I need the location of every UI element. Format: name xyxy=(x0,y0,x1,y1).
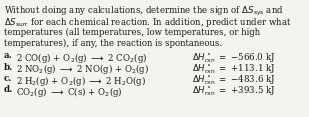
Text: a.: a. xyxy=(4,51,13,60)
Text: CO$_2$(g) $\longrightarrow$ C(s) + O$_2$(g): CO$_2$(g) $\longrightarrow$ C(s) + O$_2$… xyxy=(16,85,123,99)
Text: $\Delta H^\circ_{\mathrm{rxn}}$ $=$ +393.5 kJ: $\Delta H^\circ_{\mathrm{rxn}}$ $=$ +393… xyxy=(192,85,276,98)
Text: $\Delta H^\circ_{\mathrm{rxn}}$ $=$ +113.1 kJ: $\Delta H^\circ_{\mathrm{rxn}}$ $=$ +113… xyxy=(192,62,276,76)
Text: $\Delta H^\circ_{\mathrm{rxn}}$ $=$ $-$483.6 kJ: $\Delta H^\circ_{\mathrm{rxn}}$ $=$ $-$4… xyxy=(192,74,276,87)
Text: temperatures (all temperatures, low temperatures, or high: temperatures (all temperatures, low temp… xyxy=(4,27,260,37)
Text: d.: d. xyxy=(4,85,13,94)
Text: 2 CO(g) + O$_2$(g) $\longrightarrow$ 2 CO$_2$(g): 2 CO(g) + O$_2$(g) $\longrightarrow$ 2 C… xyxy=(16,51,147,65)
Text: $\Delta S_{\mathrm{surr}}$ for each chemical reaction. In addition, predict unde: $\Delta S_{\mathrm{surr}}$ for each chem… xyxy=(4,16,292,29)
Text: 2 H$_2$(g) + O$_2$(g) $\longrightarrow$ 2 H$_2$O(g): 2 H$_2$(g) + O$_2$(g) $\longrightarrow$ … xyxy=(16,74,146,88)
Text: $\Delta H^\circ_{\mathrm{rxn}}$ $=$ $-$566.0 kJ: $\Delta H^\circ_{\mathrm{rxn}}$ $=$ $-$5… xyxy=(192,51,275,65)
Text: temperatures), if any, the reaction is spontaneous.: temperatures), if any, the reaction is s… xyxy=(4,39,222,48)
Text: b.: b. xyxy=(4,62,13,71)
Text: c.: c. xyxy=(4,74,12,83)
Text: Without doing any calculations, determine the sign of $\Delta S_{\mathrm{sys}}$ : Without doing any calculations, determin… xyxy=(4,5,284,18)
Text: 2 NO$_2$(g) $\longrightarrow$ 2 NO(g) + O$_2$(g): 2 NO$_2$(g) $\longrightarrow$ 2 NO(g) + … xyxy=(16,62,149,77)
